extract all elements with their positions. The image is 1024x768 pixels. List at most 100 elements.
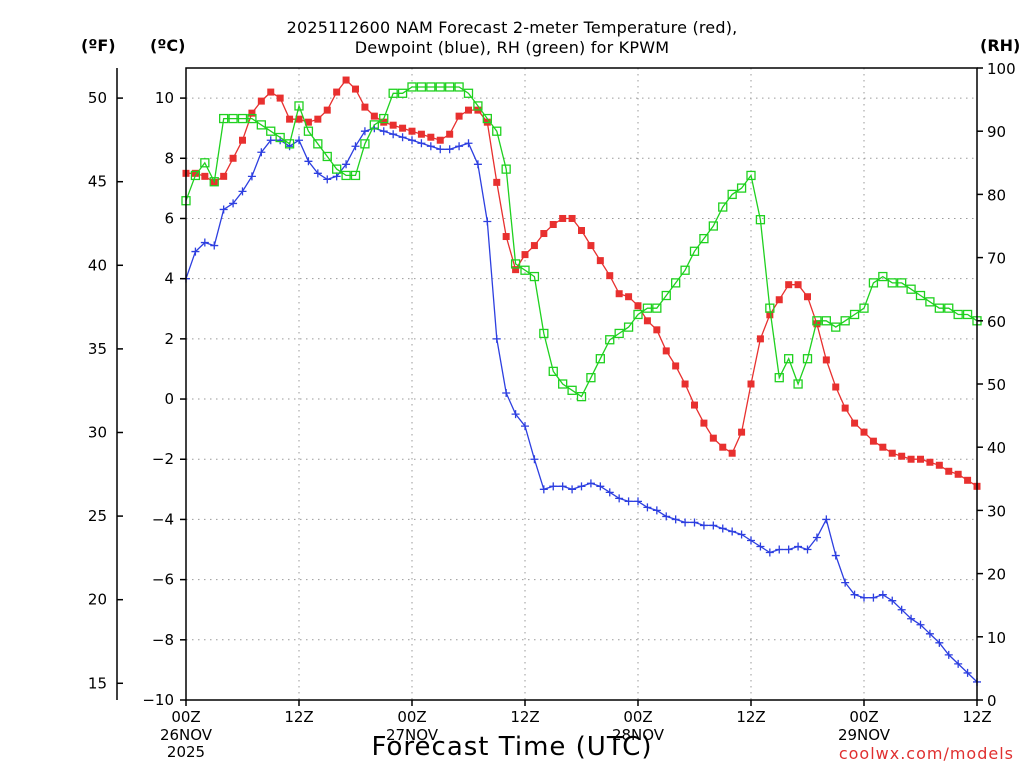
dewpoint-point	[379, 127, 388, 136]
dewpoint-point	[765, 548, 774, 557]
rh-point	[586, 373, 596, 383]
rh-point	[407, 82, 417, 92]
temperature-point	[888, 449, 896, 457]
dewpoint-point	[436, 145, 445, 154]
series-dewpoint	[182, 124, 981, 686]
x-tick-date: 27NOV	[386, 726, 439, 744]
celsius-tick-label: 10	[155, 89, 174, 107]
fahrenheit-tick-label: 20	[88, 591, 107, 609]
x-tick-date: 28NOV	[612, 726, 665, 744]
temperature-point	[267, 88, 275, 96]
temperature-point	[361, 103, 369, 111]
fahrenheit-tick-label: 30	[88, 423, 107, 441]
rh-point	[341, 170, 351, 181]
chart-title-line-1: 2025112600 NAM Forecast 2-meter Temperat…	[286, 18, 738, 37]
temperature-line	[186, 79, 978, 487]
rh-tick-label: 10	[987, 629, 1006, 647]
rh-tick-label: 0	[987, 692, 997, 710]
rh-point	[576, 391, 587, 402]
dewpoint-point	[313, 169, 322, 178]
rh-point	[294, 101, 304, 111]
rh-point	[492, 126, 502, 136]
rh-point	[247, 113, 257, 124]
rh-point	[962, 309, 973, 320]
rh-point	[821, 316, 831, 326]
dewpoint-point	[709, 521, 718, 530]
dewpoint-point	[473, 160, 482, 169]
temperature-point	[709, 434, 717, 442]
chart-title-line-2: Dewpoint (blue), RH (green) for KPWM	[354, 38, 670, 57]
temperature-point	[323, 106, 331, 114]
rh-point	[388, 88, 398, 98]
x-tick-label: 00Z	[849, 708, 878, 726]
rh-unit-label: (RH)	[980, 36, 1021, 55]
dewpoint-point	[822, 515, 831, 524]
rh-point	[812, 316, 822, 326]
temperature-point	[408, 127, 416, 135]
dewpoint-point	[568, 485, 577, 494]
temperature-point	[634, 302, 642, 310]
dewpoint-point	[502, 389, 511, 398]
rh-point	[708, 221, 718, 231]
dewpoint-point	[238, 187, 247, 196]
x-tick-label: 12Z	[510, 708, 539, 726]
dewpoint-point	[521, 422, 529, 431]
series-rh	[181, 82, 982, 402]
dewpoint-point	[200, 238, 209, 247]
source-credit: coolwx.com/models	[838, 744, 1014, 763]
dewpoint-point	[624, 497, 633, 506]
rh-point	[925, 297, 935, 307]
dewpoint-point	[718, 524, 727, 533]
rh-point	[548, 366, 558, 377]
rh-point	[934, 303, 944, 313]
rh-point	[793, 379, 803, 389]
rh-point	[350, 170, 361, 181]
rh-point	[275, 132, 285, 143]
dewpoint-point	[323, 175, 332, 184]
temperature-point	[502, 233, 510, 241]
rh-point	[849, 309, 860, 320]
x-tick-date: 29NOV	[838, 726, 891, 744]
temperature-point	[304, 118, 312, 126]
rh-point	[219, 113, 229, 124]
rh-tick-label: 20	[987, 566, 1006, 584]
temperature-point	[493, 178, 501, 186]
temperature-point	[794, 281, 802, 289]
rh-point	[689, 246, 700, 256]
dewpoint-point	[812, 533, 821, 542]
rh-point	[332, 164, 342, 174]
dewpoint-point	[219, 205, 228, 214]
rh-tick-label: 40	[987, 439, 1006, 457]
dewpoint-point	[690, 518, 699, 527]
temperature-point	[832, 383, 840, 391]
rh-point	[784, 354, 794, 364]
rh-point	[369, 120, 379, 130]
temperature-point	[615, 290, 623, 298]
rh-point	[473, 101, 483, 111]
dewpoint-point	[671, 515, 680, 524]
temperature-point	[907, 455, 915, 463]
fahrenheit-tick-label: 15	[88, 674, 107, 692]
rh-point	[699, 233, 709, 244]
temperature-point	[653, 326, 661, 334]
x-tick-year: 2025	[167, 743, 205, 761]
temperature-point	[662, 347, 670, 355]
celsius-tick-label: −2	[152, 450, 174, 468]
x-tick-label: 00Z	[397, 708, 426, 726]
rh-point	[671, 278, 681, 288]
dewpoint-point	[775, 545, 784, 554]
dewpoint-point	[699, 521, 708, 530]
temperature-point	[869, 437, 877, 445]
dewpoint-point	[257, 148, 266, 157]
temperature-point	[521, 251, 529, 259]
celsius-tick-label: 4	[164, 270, 174, 288]
dewpoint-point	[925, 629, 934, 638]
temperature-point	[935, 461, 943, 469]
dewpoint-point	[464, 139, 473, 148]
rh-point	[831, 322, 841, 332]
temperature-point	[248, 109, 256, 117]
dewpoint-point	[841, 578, 850, 587]
temperature-point	[681, 380, 689, 388]
rh-point	[718, 202, 728, 212]
rh-point	[539, 328, 549, 339]
